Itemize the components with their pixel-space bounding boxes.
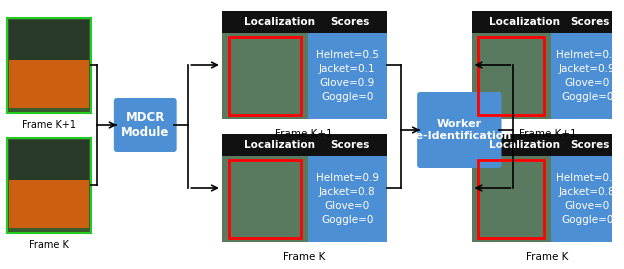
- Bar: [228, 160, 301, 238]
- Bar: [472, 33, 551, 119]
- Bar: [9, 60, 89, 108]
- Text: Frame K: Frame K: [29, 240, 69, 250]
- Text: Frame K: Frame K: [283, 252, 326, 262]
- Text: Helmet=0.5
Jacket=0.9
Glove=0
Goggle=0: Helmet=0.5 Jacket=0.9 Glove=0 Goggle=0: [556, 50, 618, 102]
- Bar: [308, 33, 387, 119]
- Text: Scores: Scores: [331, 140, 370, 150]
- Text: Scores: Scores: [570, 140, 610, 150]
- Text: Scores: Scores: [570, 17, 610, 27]
- Bar: [551, 33, 624, 119]
- Text: Localization: Localization: [489, 17, 560, 27]
- Bar: [478, 160, 544, 238]
- FancyBboxPatch shape: [417, 92, 502, 168]
- Bar: [551, 155, 624, 242]
- Text: Scores: Scores: [331, 17, 370, 27]
- Bar: [222, 155, 308, 242]
- Bar: [9, 180, 89, 228]
- Bar: [472, 134, 624, 155]
- Text: Frame K+1: Frame K+1: [519, 129, 577, 139]
- Bar: [9, 140, 89, 182]
- Text: Helmet=0.9
Jacket=0.8
Glove=0
Goggle=0: Helmet=0.9 Jacket=0.8 Glove=0 Goggle=0: [556, 173, 618, 225]
- Bar: [472, 11, 624, 33]
- Bar: [222, 33, 308, 119]
- Bar: [228, 37, 301, 115]
- Text: Localization: Localization: [244, 17, 315, 27]
- Text: Localization: Localization: [489, 140, 560, 150]
- Bar: [478, 37, 544, 115]
- Bar: [9, 19, 89, 62]
- Bar: [222, 134, 387, 155]
- Text: Frame K+1: Frame K+1: [275, 129, 333, 139]
- Text: Localization: Localization: [244, 140, 315, 150]
- FancyBboxPatch shape: [114, 98, 177, 152]
- Text: MDCR
Module: MDCR Module: [121, 111, 170, 139]
- Text: Frame K: Frame K: [527, 252, 569, 262]
- Text: Worker
Re-Identification: Worker Re-Identification: [407, 119, 512, 141]
- Text: Frame K+1: Frame K+1: [22, 121, 76, 130]
- Bar: [308, 155, 387, 242]
- Text: Helmet=0.9
Jacket=0.8
Glove=0
Goggle=0: Helmet=0.9 Jacket=0.8 Glove=0 Goggle=0: [316, 173, 379, 225]
- Text: Helmet=0.5
Jacket=0.1
Glove=0.9
Goggle=0: Helmet=0.5 Jacket=0.1 Glove=0.9 Goggle=0: [316, 50, 379, 102]
- Bar: [7, 137, 90, 232]
- Bar: [472, 155, 551, 242]
- Bar: [7, 17, 90, 112]
- Bar: [222, 11, 387, 33]
